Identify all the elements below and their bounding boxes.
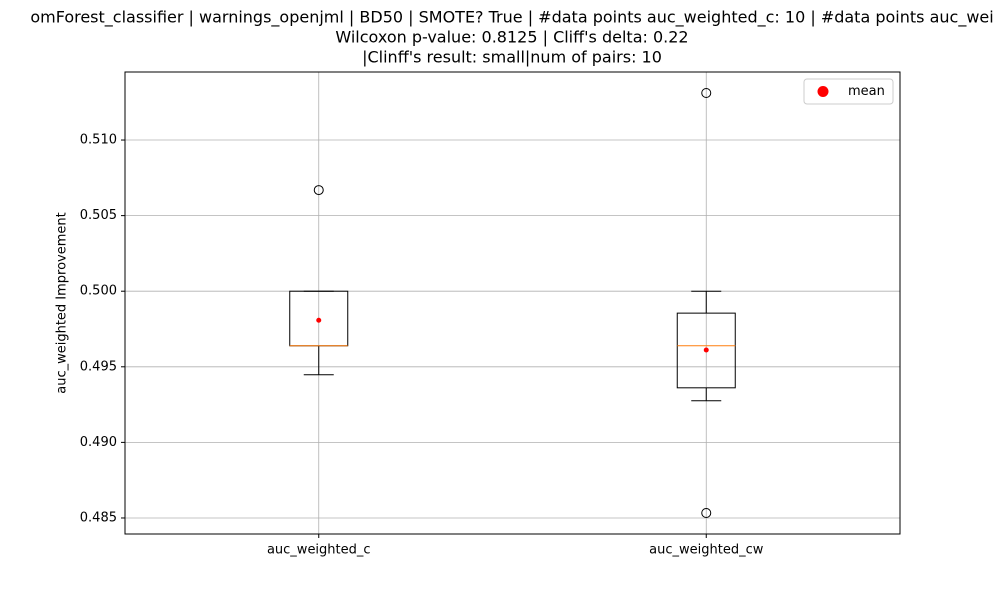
x-tick-label: auc_weighted_c: [267, 543, 371, 558]
y-tick-label: 0.485: [80, 510, 117, 525]
chart-title: Wilcoxon p-value: 0.8125 | Cliff's delta…: [335, 28, 688, 47]
legend-box: [803, 78, 894, 105]
flier: [701, 88, 712, 99]
y-tick-label: 0.495: [80, 359, 117, 374]
y-tick-label: 0.490: [80, 435, 117, 450]
y-tick-label: 0.510: [80, 133, 117, 148]
x-tick-label: auc_weighted_cw: [649, 543, 764, 558]
y-tick-label: 0.505: [80, 208, 117, 223]
chart-title: omForest_classifier | warnings_openjml |…: [30, 8, 993, 28]
legend-marker: [817, 86, 829, 97]
box: [676, 312, 736, 389]
flier: [313, 185, 324, 196]
legend-label: mean: [848, 84, 885, 99]
y-axis-label: auc_weighted Improvement: [55, 212, 70, 394]
chart-title: |Clinff's result: small|num of pairs: 10: [362, 48, 662, 67]
mean-marker: [703, 347, 709, 353]
plot-frame: [124, 71, 901, 535]
mean-marker: [316, 317, 322, 323]
flier: [701, 507, 712, 518]
y-tick-label: 0.500: [80, 284, 117, 299]
